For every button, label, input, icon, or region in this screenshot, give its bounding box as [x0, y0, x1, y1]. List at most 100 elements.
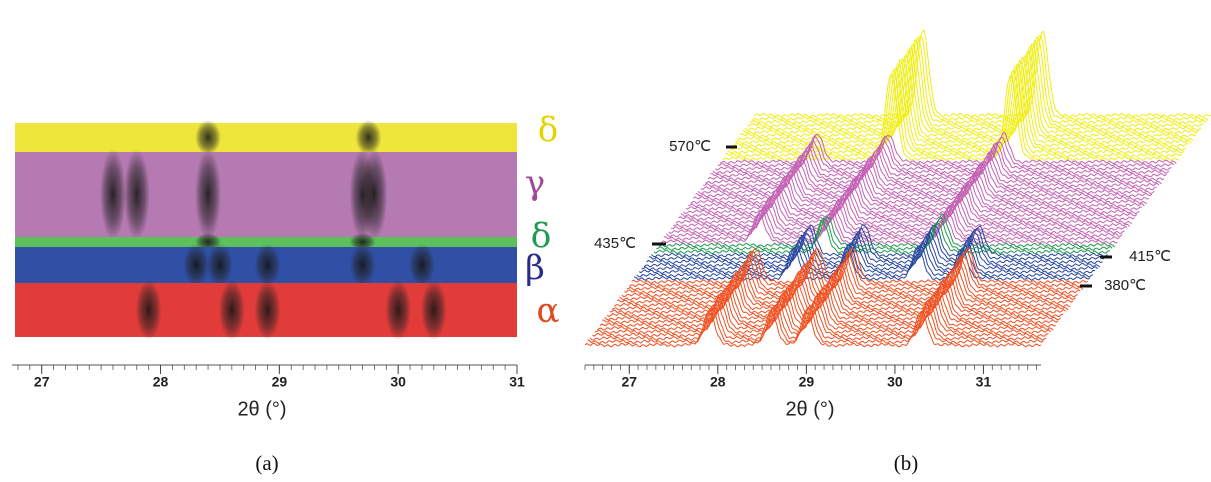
pattern-trace — [670, 198, 1128, 232]
pattern-trace — [611, 271, 1069, 311]
phase-label: β — [525, 248, 545, 288]
x-tick-label: 27 — [34, 374, 50, 390]
pattern-trace — [584, 310, 1042, 348]
pattern-trace — [683, 182, 1140, 215]
pattern-trace — [648, 227, 1106, 262]
pattern-trace — [653, 219, 1110, 255]
peak-shade — [195, 149, 222, 240]
pattern-trace — [754, 28, 1211, 118]
pattern-trace — [663, 208, 1120, 242]
pattern-trace — [624, 256, 1081, 295]
pattern-trace — [747, 38, 1204, 128]
pattern-trace — [749, 36, 1207, 125]
x-tick-label: 29 — [799, 374, 815, 390]
pattern-trace — [597, 291, 1054, 331]
pattern-trace — [712, 143, 1170, 175]
x-tick-label: 30 — [887, 374, 903, 390]
x-axis-label: 2θ (°) — [785, 398, 834, 420]
peak-shade — [195, 120, 222, 155]
x-tick-label: 31 — [509, 374, 525, 390]
peak-shade — [100, 149, 126, 240]
panel-label: (a) — [255, 451, 278, 475]
peak-shade — [355, 120, 382, 155]
pattern-trace — [592, 298, 1049, 338]
pattern-trace — [658, 213, 1116, 248]
temperature-label: 415℃ — [1129, 248, 1171, 265]
pattern-trace — [641, 236, 1098, 272]
pattern-trace — [628, 249, 1086, 288]
pattern-trace — [643, 232, 1101, 268]
peak-shade — [254, 280, 281, 340]
pattern-trace — [602, 287, 1059, 325]
x-tick-label: 27 — [621, 374, 637, 390]
pattern-trace — [619, 263, 1076, 302]
pattern-trace — [646, 230, 1103, 265]
pattern-trace — [668, 202, 1125, 235]
pattern-trace — [587, 307, 1044, 345]
pattern-trace — [673, 195, 1130, 228]
pattern-trace — [616, 267, 1074, 305]
x-tick-label: 28 — [153, 374, 169, 390]
peak-shade — [385, 280, 412, 340]
pattern-trace — [707, 149, 1165, 182]
pattern-trace — [606, 278, 1064, 318]
pattern-trace — [638, 239, 1096, 275]
panel-label: (b) — [894, 451, 919, 475]
temperature-label: 570℃ — [669, 138, 711, 155]
pattern-trace — [609, 275, 1066, 315]
x-tick-label: 30 — [390, 374, 406, 390]
pattern-trace — [751, 35, 1209, 122]
peak-shade — [183, 244, 210, 286]
pattern-trace — [651, 224, 1108, 258]
phase-label: γ — [525, 163, 545, 203]
pattern-trace — [732, 59, 1189, 148]
pattern-trace — [633, 247, 1091, 281]
peak-shade — [361, 149, 388, 240]
pattern-trace — [715, 138, 1172, 172]
peak-shade — [349, 233, 376, 251]
phase-band — [15, 123, 517, 152]
peak-shade — [254, 244, 281, 286]
pattern-trace — [626, 251, 1084, 292]
pattern-trace — [697, 163, 1155, 195]
pattern-trace — [700, 158, 1157, 192]
pattern-trace — [656, 217, 1113, 252]
x-tick-label: 31 — [976, 374, 992, 390]
peak-shade — [135, 280, 162, 340]
pattern-trace — [660, 212, 1118, 245]
phase-label: δ — [531, 216, 551, 256]
x-tick-label: 29 — [272, 374, 288, 390]
temperature-label: 435℃ — [594, 235, 636, 252]
phase-band — [15, 237, 517, 247]
pattern-trace — [631, 247, 1088, 285]
phase-label: δ — [538, 110, 558, 150]
peak-shade — [206, 244, 233, 286]
pattern-trace — [685, 178, 1143, 212]
pattern-trace — [692, 168, 1150, 202]
pattern-trace — [729, 62, 1187, 152]
pattern-trace — [717, 134, 1175, 168]
phase-band — [15, 152, 517, 237]
pattern-trace — [621, 258, 1079, 298]
peak-shade — [420, 280, 447, 340]
pattern-trace — [594, 295, 1052, 335]
pattern-trace — [675, 192, 1133, 225]
x-axis-label: 2θ (°) — [237, 398, 286, 420]
phase-label: α — [537, 291, 560, 331]
pattern-trace — [604, 282, 1062, 321]
peak-shade — [218, 280, 245, 340]
pattern-trace — [614, 270, 1071, 308]
peak-shade — [349, 244, 376, 286]
x-tick-label: 28 — [710, 374, 726, 390]
pattern-trace — [739, 48, 1197, 138]
pattern-trace — [589, 301, 1047, 341]
pattern-trace — [722, 73, 1179, 162]
pattern-trace — [665, 206, 1123, 238]
pattern-trace — [744, 42, 1202, 132]
peak-shade — [123, 149, 150, 240]
pattern-trace — [742, 45, 1199, 135]
pattern-trace — [599, 290, 1056, 328]
pattern-trace — [678, 188, 1135, 222]
temperature-label: 380℃ — [1104, 277, 1146, 294]
